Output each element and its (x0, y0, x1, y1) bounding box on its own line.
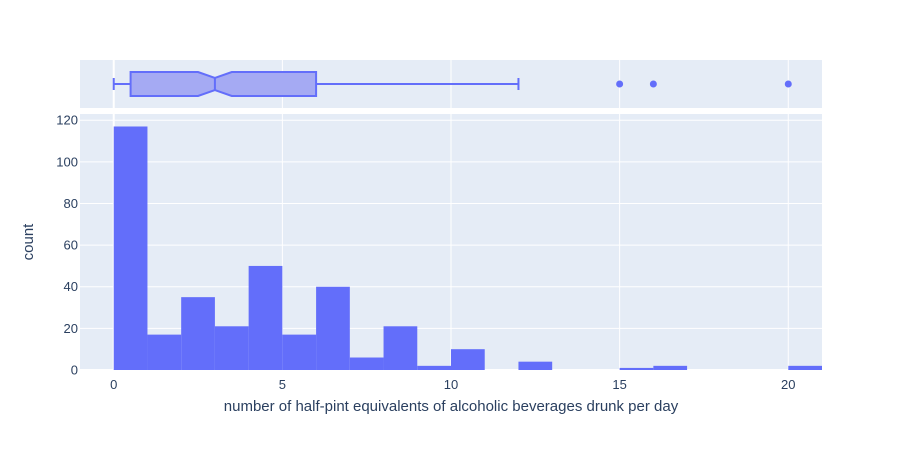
histogram-bar (113, 126, 148, 370)
box-body (129, 71, 318, 97)
histogram-bar (349, 357, 384, 370)
histogram-bar (282, 334, 317, 370)
box-outlier-point (649, 80, 657, 88)
histogram-bar (181, 297, 215, 370)
x-tick-label: 20 (781, 377, 795, 392)
histogram-bar (316, 286, 350, 370)
histogram-bar (147, 334, 182, 370)
histogram-bar (619, 367, 654, 370)
y-tick-label: 0 (71, 363, 78, 378)
x-axis-title: number of half-pint equivalents of alcoh… (224, 398, 679, 415)
x-tick-label: 0 (110, 377, 117, 392)
y-tick-label: 60 (64, 238, 78, 253)
marginal-box-plot (112, 71, 792, 97)
y-tick-label: 120 (56, 113, 78, 128)
histogram-bar (248, 265, 283, 370)
y-tick-label: 20 (64, 321, 78, 336)
histogram-bar (214, 326, 249, 370)
histogram-bar (451, 349, 485, 370)
histogram-bar (383, 326, 418, 370)
box-outlier-point (616, 80, 624, 88)
histogram-bar (653, 365, 688, 370)
box-outlier-point (784, 80, 792, 88)
y-tick-label: 40 (64, 279, 78, 294)
histogram-bar (417, 365, 451, 370)
tick-labels: 0 5 10 15 20 0 20 40 60 80 100 120 (56, 113, 795, 392)
x-tick-label: 5 (279, 377, 286, 392)
y-axis-title: count (20, 223, 37, 261)
histogram-bars (113, 126, 822, 370)
y-tick-label: 80 (64, 196, 78, 211)
x-tick-label: 10 (444, 377, 458, 392)
x-tick-label: 15 (612, 377, 626, 392)
histogram-bar (518, 361, 553, 370)
y-tick-label: 100 (56, 154, 78, 169)
histogram-bar (788, 365, 822, 370)
